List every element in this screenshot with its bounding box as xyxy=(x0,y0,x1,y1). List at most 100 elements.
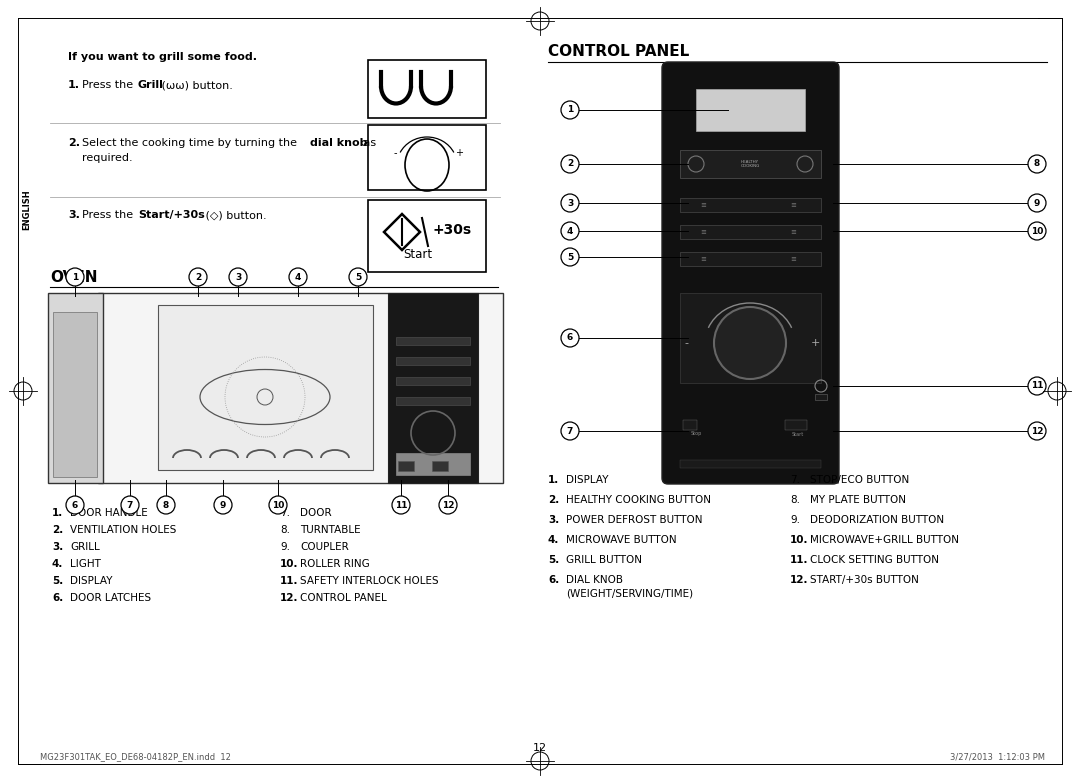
Text: MICROWAVE+GRILL BUTTON: MICROWAVE+GRILL BUTTON xyxy=(810,535,959,545)
Bar xyxy=(432,461,448,471)
Text: Start: Start xyxy=(792,432,805,436)
Bar xyxy=(785,420,807,430)
Text: ≡: ≡ xyxy=(700,256,706,262)
Text: 1.: 1. xyxy=(52,508,64,518)
Circle shape xyxy=(157,496,175,514)
Text: ≡: ≡ xyxy=(700,202,706,208)
Text: +: + xyxy=(810,338,820,348)
Text: +30s: +30s xyxy=(433,223,472,237)
Text: 4.: 4. xyxy=(548,535,559,545)
Text: 7: 7 xyxy=(567,426,573,436)
Circle shape xyxy=(714,307,786,379)
Text: 2.: 2. xyxy=(548,495,559,505)
Circle shape xyxy=(561,155,579,173)
Text: COUPLER: COUPLER xyxy=(300,542,349,552)
Bar xyxy=(680,198,821,212)
Text: 3.: 3. xyxy=(548,515,559,525)
Bar xyxy=(158,305,373,470)
Text: CONTROL PANEL: CONTROL PANEL xyxy=(300,593,387,603)
Circle shape xyxy=(229,268,247,286)
Bar xyxy=(396,453,470,475)
Text: 6.: 6. xyxy=(548,575,559,585)
Bar xyxy=(368,200,486,272)
Text: 2.: 2. xyxy=(52,525,64,535)
Text: (◇) button.: (◇) button. xyxy=(202,210,267,220)
Text: ≡: ≡ xyxy=(791,256,796,262)
Text: Start: Start xyxy=(403,249,432,261)
Text: Grill: Grill xyxy=(138,80,164,90)
Bar xyxy=(683,420,697,430)
Bar xyxy=(396,397,470,405)
Circle shape xyxy=(561,422,579,440)
Text: 9.: 9. xyxy=(280,542,291,552)
Text: 6.: 6. xyxy=(52,593,64,603)
Text: 2.: 2. xyxy=(68,138,80,148)
Text: DIAL KNOB: DIAL KNOB xyxy=(566,575,623,585)
Text: Press the: Press the xyxy=(82,210,137,220)
Text: 4.: 4. xyxy=(52,559,64,569)
Text: 3.: 3. xyxy=(68,210,80,220)
Circle shape xyxy=(1028,422,1047,440)
Text: 1.: 1. xyxy=(68,80,80,90)
Text: ≡: ≡ xyxy=(791,202,796,208)
Text: 5: 5 xyxy=(355,272,361,282)
Circle shape xyxy=(561,101,579,119)
Text: 12: 12 xyxy=(532,743,548,753)
Text: 10.: 10. xyxy=(789,535,809,545)
Bar xyxy=(696,89,805,131)
Circle shape xyxy=(438,496,457,514)
Circle shape xyxy=(1028,222,1047,240)
Text: SAFETY INTERLOCK HOLES: SAFETY INTERLOCK HOLES xyxy=(300,576,438,586)
Text: START/+30s BUTTON: START/+30s BUTTON xyxy=(810,575,919,585)
Text: DOOR LATCHES: DOOR LATCHES xyxy=(70,593,151,603)
Text: 12.: 12. xyxy=(280,593,298,603)
Text: HEALTHY COOKING BUTTON: HEALTHY COOKING BUTTON xyxy=(566,495,711,505)
Text: 7.: 7. xyxy=(789,475,800,485)
Circle shape xyxy=(392,496,410,514)
Text: DISPLAY: DISPLAY xyxy=(70,576,112,586)
Text: 3: 3 xyxy=(567,199,573,207)
Text: STOP/ECO BUTTON: STOP/ECO BUTTON xyxy=(810,475,909,485)
Text: (ωω) button.: (ωω) button. xyxy=(158,80,233,90)
Circle shape xyxy=(66,496,84,514)
Text: ENGLISH: ENGLISH xyxy=(23,190,31,231)
Text: 1: 1 xyxy=(72,272,78,282)
Text: 4: 4 xyxy=(567,227,573,235)
Text: VENTILATION HOLES: VENTILATION HOLES xyxy=(70,525,176,535)
Text: DOOR HANDLE: DOOR HANDLE xyxy=(70,508,148,518)
Text: -: - xyxy=(684,338,688,348)
Bar xyxy=(396,357,470,365)
Text: 11: 11 xyxy=(1030,382,1043,390)
Circle shape xyxy=(214,496,232,514)
Circle shape xyxy=(561,248,579,266)
Circle shape xyxy=(561,194,579,212)
Text: 3: 3 xyxy=(234,272,241,282)
Text: Start/+30s: Start/+30s xyxy=(138,210,205,220)
Text: 8: 8 xyxy=(163,500,170,510)
Bar xyxy=(680,252,821,266)
Text: 9: 9 xyxy=(1034,199,1040,207)
Circle shape xyxy=(289,268,307,286)
Text: 12: 12 xyxy=(1030,426,1043,436)
Bar xyxy=(98,293,503,483)
Text: 3/27/2013  1:12:03 PM: 3/27/2013 1:12:03 PM xyxy=(950,752,1045,762)
Text: 12.: 12. xyxy=(789,575,809,585)
Bar xyxy=(53,312,97,477)
Text: TURNTABLE: TURNTABLE xyxy=(300,525,361,535)
Text: DOOR: DOOR xyxy=(300,508,332,518)
Text: ≡: ≡ xyxy=(791,229,796,235)
Bar xyxy=(368,60,486,118)
Circle shape xyxy=(561,222,579,240)
Text: HEALTHY
COOKING: HEALTHY COOKING xyxy=(740,160,759,168)
Text: 7.: 7. xyxy=(280,508,291,518)
Text: 5.: 5. xyxy=(548,555,559,565)
Bar xyxy=(680,293,821,383)
Text: CLOCK SETTING BUTTON: CLOCK SETTING BUTTON xyxy=(810,555,939,565)
Text: If you want to grill some food.: If you want to grill some food. xyxy=(68,52,257,62)
Text: Press the: Press the xyxy=(82,80,137,90)
Text: OVEN: OVEN xyxy=(50,270,97,285)
Bar xyxy=(368,125,486,190)
Text: POWER DEFROST BUTTON: POWER DEFROST BUTTON xyxy=(566,515,702,525)
Circle shape xyxy=(1028,194,1047,212)
Text: 2: 2 xyxy=(194,272,201,282)
